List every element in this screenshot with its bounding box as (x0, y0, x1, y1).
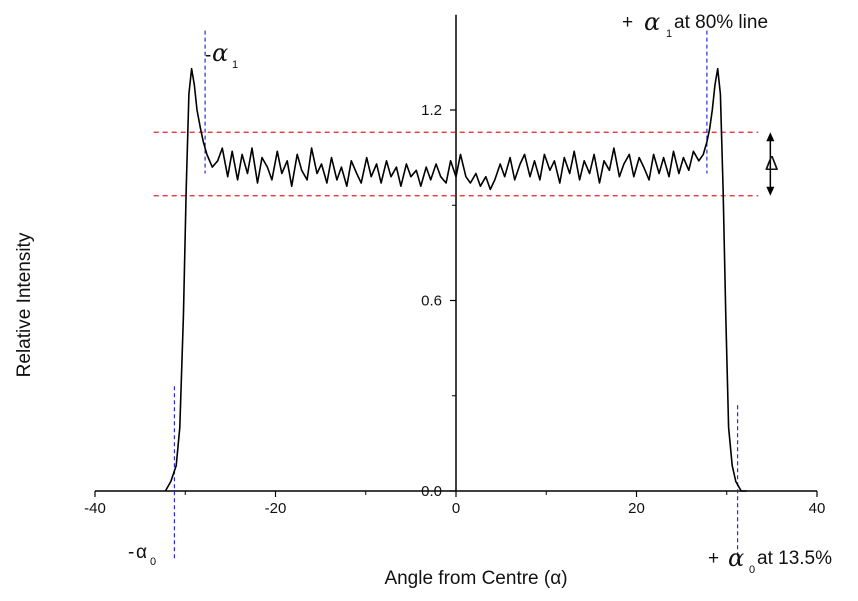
y-tick-label: 0.0 (421, 483, 442, 500)
svg-text:-: - (128, 542, 134, 563)
delta-indicator: Δ (765, 132, 778, 196)
y-axis-title: Relative Intensity (14, 232, 35, 377)
annotation-plus-alpha0: + α 0 at 13.5% (708, 544, 832, 576)
axes (94, 14, 818, 497)
svg-text:+: + (708, 548, 719, 569)
svg-text:0: 0 (150, 556, 156, 568)
x-tick-label: 20 (628, 500, 645, 517)
svg-text:1: 1 (666, 28, 672, 40)
series (164, 67, 747, 492)
intensity-curve (164, 67, 747, 492)
x-tick-label: -20 (265, 500, 287, 517)
x-tick-label: 40 (809, 500, 826, 517)
svg-text:0: 0 (749, 564, 755, 576)
x-tick-label: -40 (84, 500, 106, 517)
x-axis-title: Angle from Centre (α) (384, 568, 567, 589)
svg-text:α: α (728, 544, 744, 572)
svg-text:1: 1 (232, 59, 238, 71)
annotation-plus-alpha1: + α 1 at 80% line (622, 8, 768, 40)
svg-text:-: - (205, 45, 211, 66)
annotation-minus-alpha1: - α 1 (205, 39, 238, 71)
delta-arrow-head-top (766, 132, 775, 142)
y-tick-label: 1.2 (421, 102, 442, 119)
delta-label: Δ (765, 153, 778, 175)
tick-labels: -40 -20 0 20 40 0.0 0.6 1.2 (84, 102, 825, 517)
annotation-minus-alpha0: - α 0 (128, 542, 156, 568)
delta-arrow-head-bottom (766, 186, 775, 196)
y-tick-label: 0.6 (421, 293, 442, 310)
svg-text:+: + (622, 12, 633, 33)
svg-text:α: α (136, 542, 147, 563)
x-tick-label: 0 (452, 500, 460, 517)
svg-text:α: α (644, 8, 660, 36)
svg-text:α: α (212, 39, 228, 67)
svg-text:at 80% line: at 80% line (674, 12, 768, 33)
svg-text:at 13.5%: at 13.5% (757, 548, 832, 569)
